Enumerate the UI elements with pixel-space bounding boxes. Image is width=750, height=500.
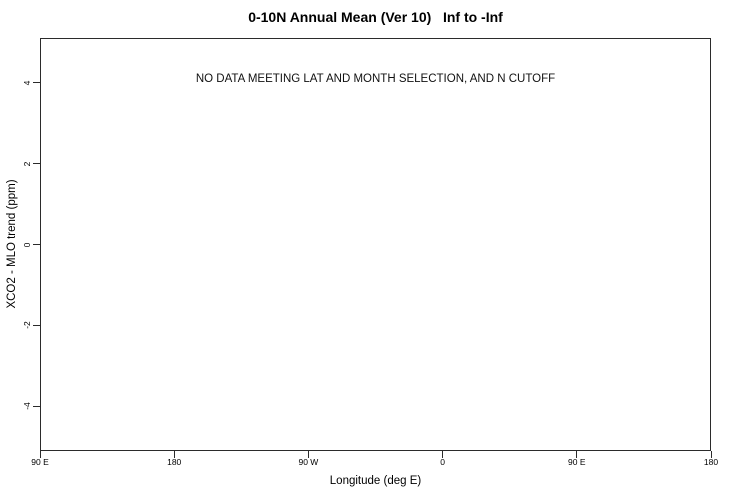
x-axis-label: Longitude (deg E) bbox=[329, 475, 422, 487]
y-tick-mark bbox=[33, 405, 40, 407]
y-tick-label: 0 bbox=[22, 242, 32, 247]
x-tick-label: 180 bbox=[167, 457, 182, 467]
x-tick-label: 90 E bbox=[568, 457, 586, 467]
y-tick-mark bbox=[33, 163, 40, 165]
x-tick-label: 90 W bbox=[298, 457, 319, 467]
y-tick-label: -4 bbox=[22, 402, 32, 411]
x-tick-mark bbox=[710, 451, 712, 458]
x-tick-mark bbox=[307, 451, 309, 458]
x-tick-label: 90 E bbox=[31, 457, 49, 467]
x-tick-mark bbox=[442, 451, 444, 458]
plot-area: NO DATA MEETING LAT AND MONTH SELECTION,… bbox=[40, 38, 711, 451]
y-tick-mark bbox=[33, 324, 40, 326]
x-tick-mark bbox=[173, 451, 175, 458]
y-tick-label: -2 bbox=[22, 321, 32, 330]
y-axis-label: XCO2 - MLO trend (ppm) bbox=[6, 179, 18, 309]
y-tick-label: 2 bbox=[22, 161, 32, 166]
x-tick-mark bbox=[576, 451, 578, 458]
no-data-message: NO DATA MEETING LAT AND MONTH SELECTION,… bbox=[195, 73, 556, 85]
x-tick-label: 0 bbox=[440, 457, 445, 467]
y-tick-mark bbox=[33, 82, 40, 84]
y-tick-mark bbox=[33, 244, 40, 245]
chart-title: 0-10N Annual Mean (Ver 10) Inf to -Inf bbox=[248, 9, 503, 25]
y-tick-label: 4 bbox=[22, 80, 32, 85]
x-tick-label: 180 bbox=[703, 457, 719, 467]
x-tick-mark bbox=[39, 451, 41, 458]
